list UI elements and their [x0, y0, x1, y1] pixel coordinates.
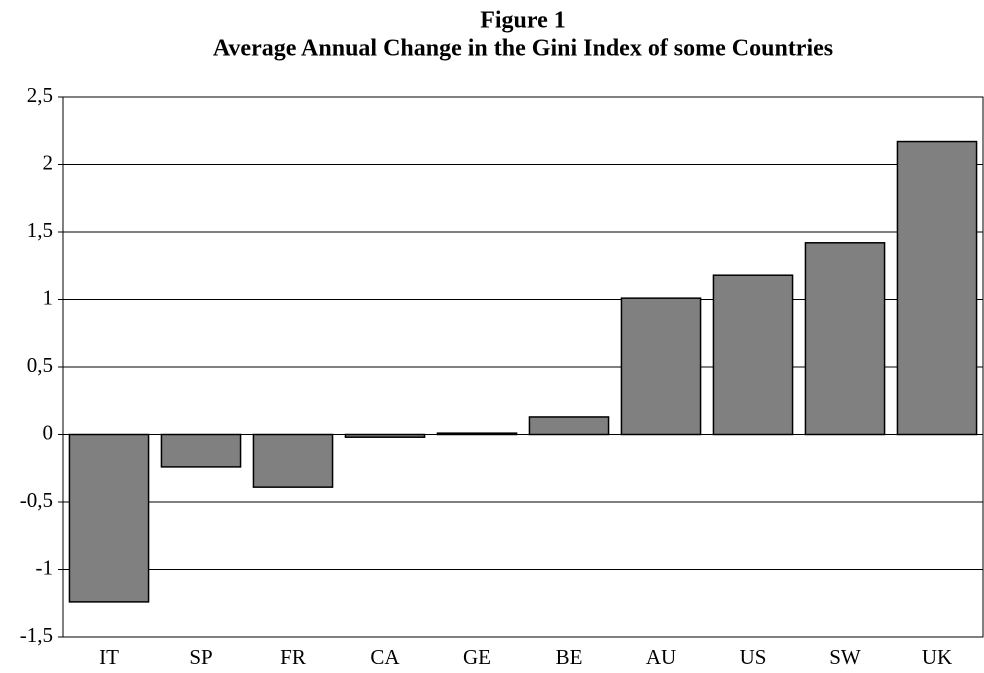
bar [160, 433, 242, 468]
plot-frame [62, 96, 984, 638]
y-tick-label: 0,5 [27, 353, 53, 377]
bar [68, 433, 150, 603]
y-tick-label: 1,5 [27, 218, 53, 242]
x-tick-label: FR [280, 645, 306, 669]
y-tick-label: 1 [43, 285, 54, 309]
y-tick-label: 0 [43, 420, 54, 444]
bar [804, 242, 886, 436]
x-tick-label: CA [370, 645, 400, 669]
x-tick-label: BE [556, 645, 583, 669]
chart-title: Figure 1 [480, 8, 566, 34]
y-tick-label: -0,5 [20, 488, 53, 512]
y-tick-label: -1 [36, 555, 54, 579]
bar [436, 432, 518, 436]
x-tick-label: IT [99, 645, 119, 669]
x-tick-label: SW [829, 645, 861, 669]
x-tick-label: UK [922, 645, 952, 669]
bar [620, 297, 702, 436]
x-tick-label: SP [189, 645, 212, 669]
x-tick-label: GE [463, 645, 491, 669]
bar [712, 274, 794, 436]
bar [896, 140, 978, 436]
bar [252, 433, 334, 488]
bar [344, 433, 426, 438]
chart-subtitle: Average Annual Change in the Gini Index … [213, 36, 833, 62]
y-tick-label: 2 [43, 150, 54, 174]
y-tick-label: -1,5 [20, 623, 53, 647]
x-tick-label: AU [646, 645, 676, 669]
y-tick-label: 2,5 [27, 83, 53, 107]
bar [528, 416, 610, 436]
x-tick-label: US [740, 645, 767, 669]
